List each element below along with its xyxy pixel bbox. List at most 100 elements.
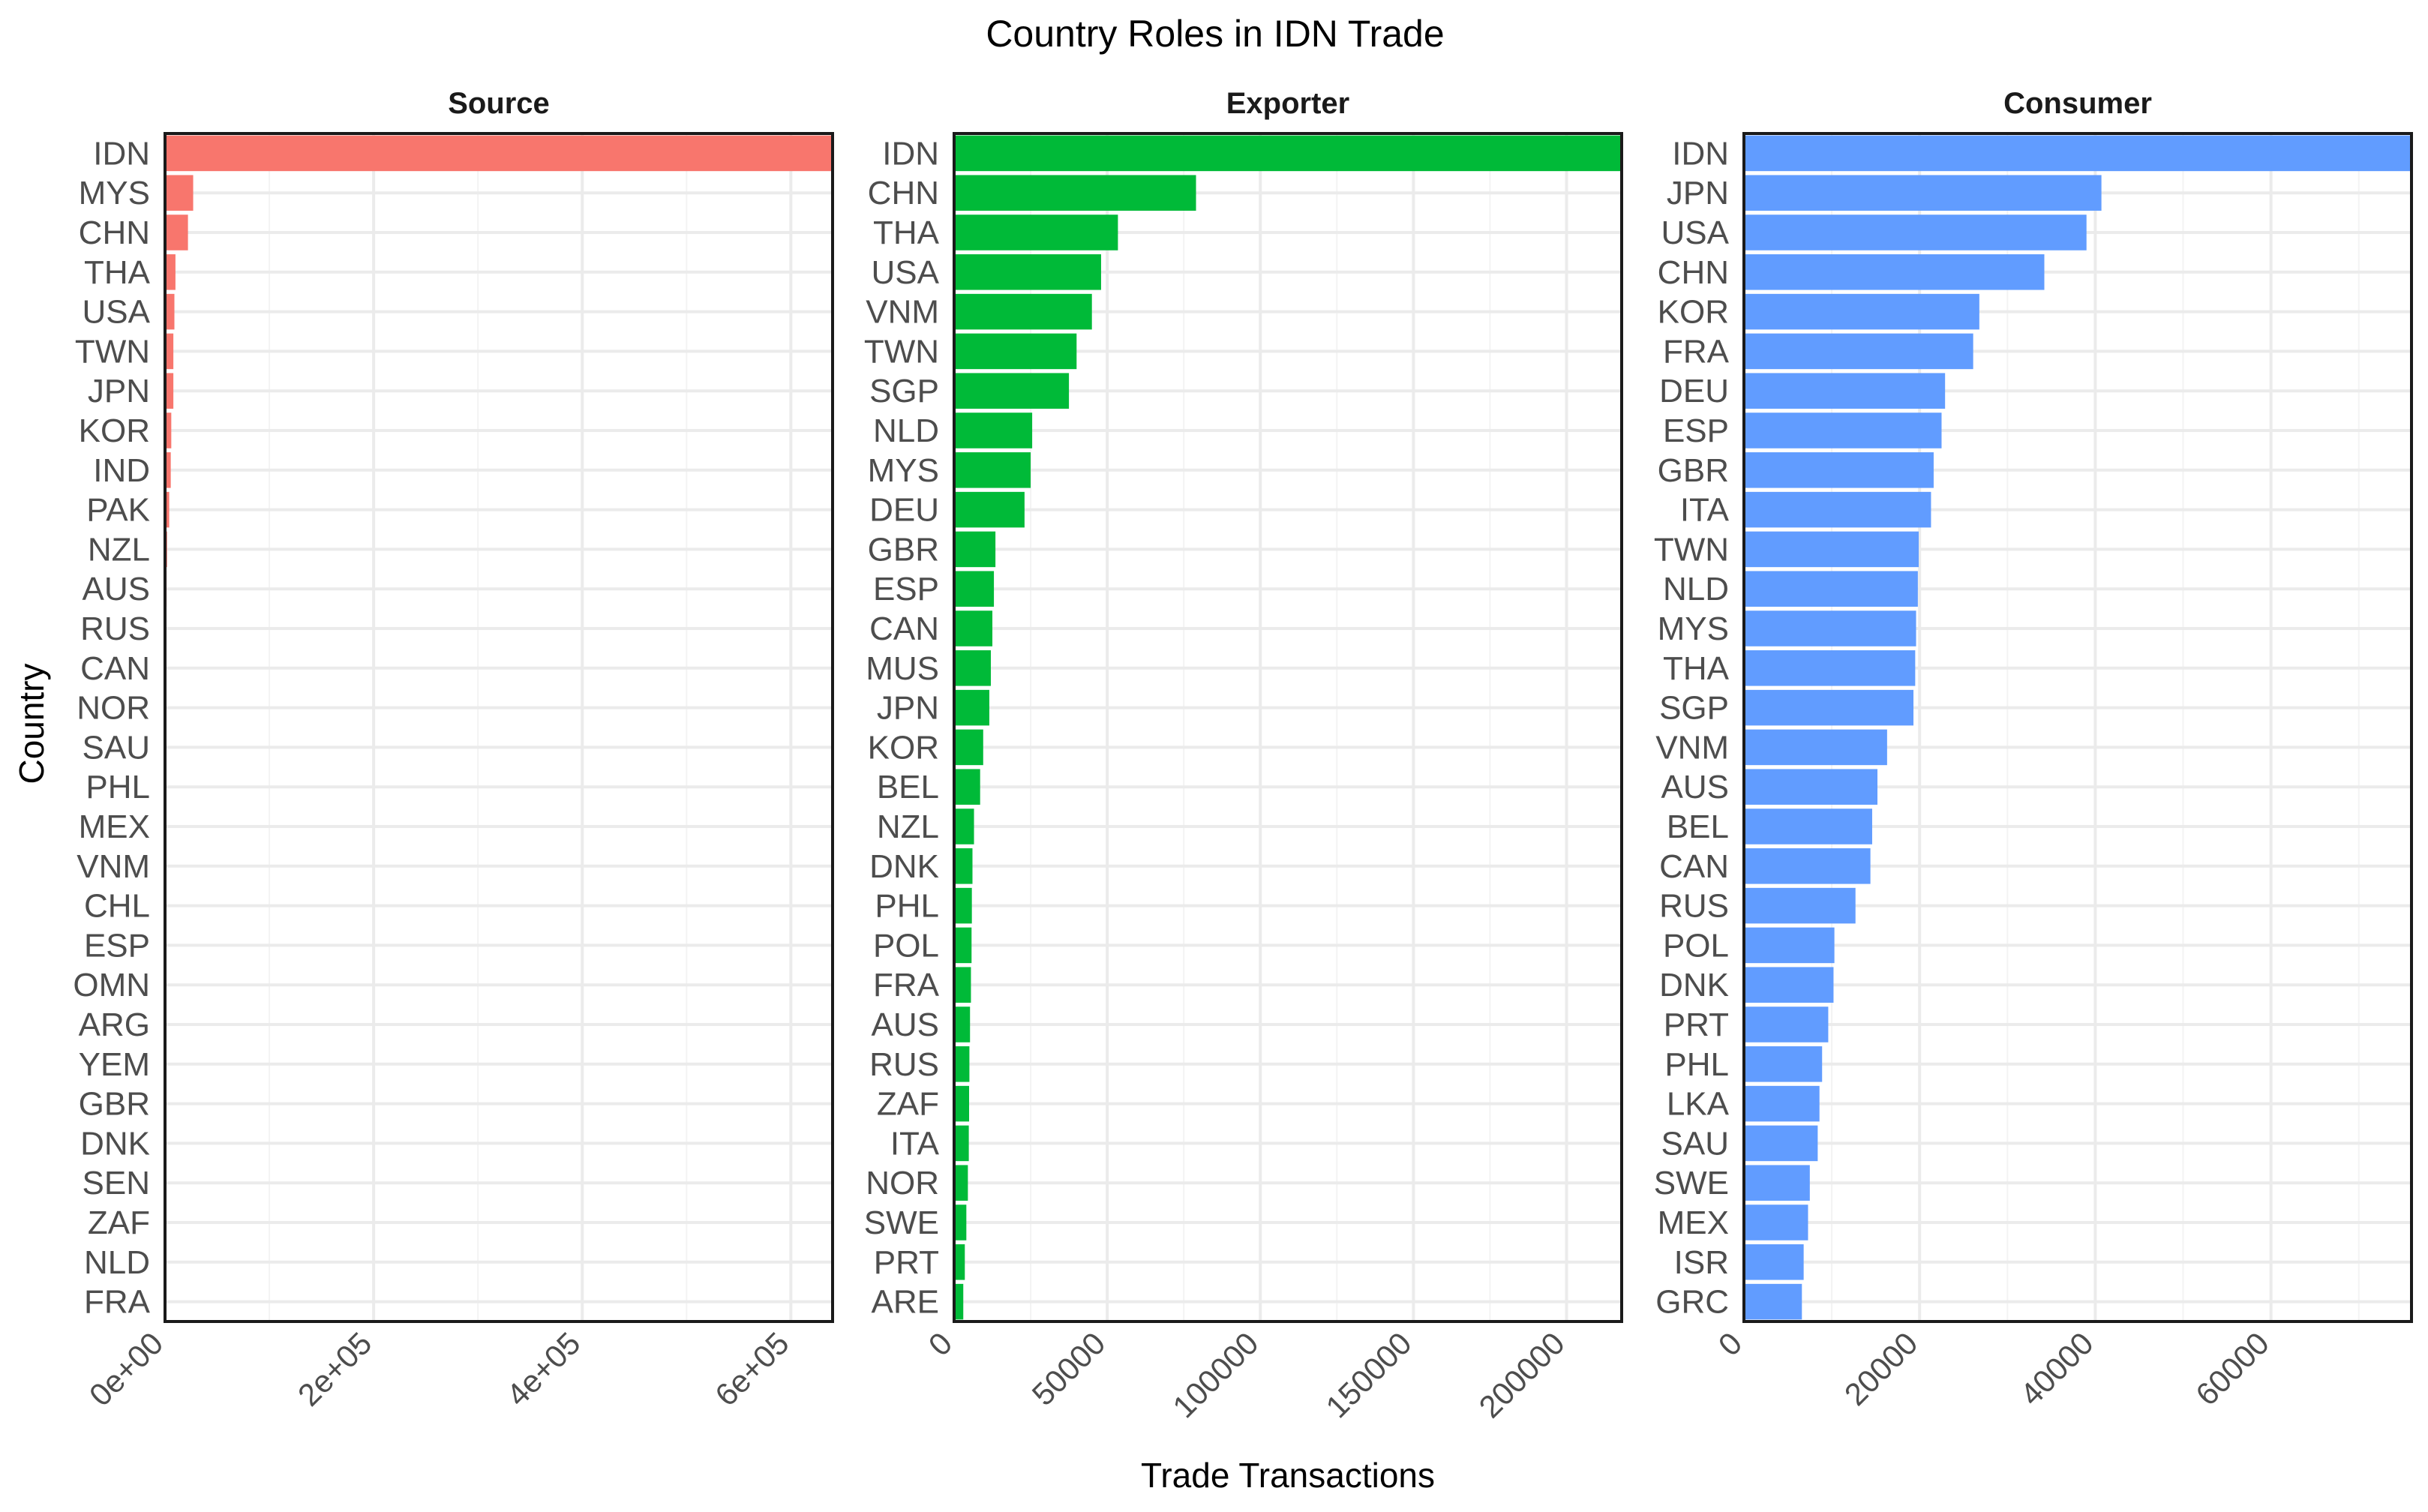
bar-exporter-twn	[954, 333, 1077, 370]
y-tick-label: ARG	[79, 1006, 150, 1043]
bar-consumer-isr	[1744, 1244, 1804, 1280]
facet-consumer: Consumer IDNJPNUSACHNKORFRADEUESPGBRITATW…	[1654, 87, 2413, 1412]
bar-consumer-kor	[1744, 293, 1979, 330]
x-tick-label: 6e+05	[708, 1325, 796, 1413]
bar-exporter-nld	[954, 412, 1033, 448]
bar-source-mys	[165, 175, 194, 211]
bar-consumer-idn	[1744, 135, 2411, 172]
y-tick-label: TWN	[864, 333, 939, 370]
bar-consumer-mex	[1744, 1204, 1808, 1240]
y-tick-label: FRA	[873, 967, 940, 1004]
bar-exporter-aus	[954, 1006, 971, 1042]
panel-border	[164, 132, 834, 1323]
y-tick-label: SWE	[1654, 1165, 1729, 1202]
bar-exporter-are	[954, 1283, 964, 1320]
bar-exporter-prt	[954, 1244, 965, 1280]
y-tick-label: NOR	[77, 690, 150, 727]
y-tick-label: DEU	[1659, 373, 1729, 410]
y-tick-label: ARE	[872, 1284, 939, 1321]
y-tick-label: PHL	[1664, 1046, 1729, 1083]
y-tick-label: DNK	[869, 848, 939, 885]
y-tick-label: JPN	[88, 373, 150, 410]
y-tick-label: POL	[873, 927, 939, 964]
y-tick-label: ZAF	[88, 1204, 150, 1241]
bar-consumer-tha	[1744, 650, 1916, 686]
y-tick-label: YEM	[79, 1046, 150, 1083]
y-tick-label: NZL	[877, 808, 939, 845]
y-tick-label: SGP	[1659, 690, 1729, 727]
bar-consumer-chn	[1744, 254, 2045, 290]
y-tick-label: THA	[84, 254, 151, 291]
bar-exporter-ita	[954, 1125, 969, 1162]
y-tick-label: OMN	[73, 967, 150, 1004]
y-tick-label: POL	[1663, 927, 1729, 964]
bar-exporter-chn	[954, 175, 1196, 211]
bar-exporter-jpn	[954, 689, 989, 726]
bar-consumer-esp	[1744, 412, 1942, 448]
y-tick-label: ITA	[1680, 492, 1730, 529]
bar-exporter-nor	[954, 1165, 968, 1201]
y-tick-label: BEL	[1667, 808, 1729, 845]
bar-consumer-fra	[1744, 333, 1973, 370]
y-tick-label: PRT	[1664, 1006, 1729, 1043]
y-tick-label: TWN	[1654, 531, 1729, 568]
bar-consumer-rus	[1744, 887, 1856, 924]
y-tick-label: SEN	[83, 1165, 150, 1202]
y-tick-label: ESP	[84, 927, 150, 964]
bar-consumer-can	[1744, 848, 1871, 884]
bar-exporter-pol	[954, 927, 972, 964]
facet-source: SourceIDNMYSCHNTHAUSATWNJPNKORINDPAKNZLA…	[73, 87, 834, 1413]
bar-exporter-zaf	[954, 1085, 970, 1122]
y-tick-label: GBR	[868, 531, 939, 568]
y-tick-label: VNM	[1655, 729, 1729, 766]
y-tick-label: VNM	[77, 848, 150, 885]
y-tick-label: MYS	[1658, 610, 1729, 647]
bar-exporter-sgp	[954, 373, 1070, 409]
y-tick-label: CHN	[79, 214, 150, 251]
x-tick-label: 200000	[1472, 1325, 1571, 1424]
y-tick-label: USA	[872, 254, 940, 291]
y-tick-label: MEX	[1658, 1204, 1729, 1241]
bar-exporter-mys	[954, 452, 1031, 488]
y-tick-label: NZL	[88, 531, 150, 568]
y-tick-label: RUS	[869, 1046, 939, 1083]
y-tick-label: THA	[1663, 650, 1730, 687]
x-tick-label: 50000	[1025, 1325, 1112, 1412]
bar-consumer-sgp	[1744, 689, 1914, 726]
x-tick-label: 0	[922, 1325, 959, 1363]
bar-exporter-vnm	[954, 293, 1092, 330]
bar-exporter-deu	[954, 491, 1025, 528]
y-tick-label: MEX	[79, 808, 150, 845]
y-tick-label: DEU	[869, 492, 939, 529]
x-tick-label: 4e+05	[500, 1325, 587, 1413]
bar-consumer-vnm	[1744, 729, 1887, 766]
y-tick-label: THA	[873, 214, 940, 251]
bar-exporter-fra	[954, 967, 971, 1003]
y-tick-label: DNK	[1659, 967, 1729, 1004]
bar-source-jpn	[165, 373, 174, 409]
y-tick-label: MYS	[79, 175, 150, 212]
bar-consumer-phl	[1744, 1046, 1823, 1082]
y-tick-label: AUS	[1661, 769, 1729, 806]
y-tick-label: SGP	[869, 373, 939, 410]
y-tick-label: AUS	[872, 1006, 939, 1043]
y-tick-label: IND	[93, 452, 150, 489]
y-tick-label: NLD	[84, 1244, 150, 1281]
x-axis-title: Trade Transactions	[1141, 1456, 1435, 1495]
y-tick-label: NLD	[1663, 571, 1729, 608]
x-tick-label: 150000	[1319, 1325, 1418, 1424]
bar-source-ind	[165, 452, 171, 488]
y-tick-label: FRA	[84, 1284, 151, 1321]
y-tick-label: RUS	[80, 610, 150, 647]
bar-consumer-swe	[1744, 1165, 1810, 1201]
bar-consumer-lka	[1744, 1085, 1820, 1122]
y-tick-label: MYS	[868, 452, 939, 489]
x-tick-label: 40000	[2013, 1325, 2100, 1412]
bar-consumer-pol	[1744, 927, 1835, 964]
bar-consumer-prt	[1744, 1006, 1829, 1042]
x-tick-label: 60000	[2189, 1325, 2276, 1412]
bar-source-twn	[165, 333, 174, 370]
y-tick-label: IDN	[1672, 135, 1729, 172]
y-tick-label: ZAF	[877, 1086, 939, 1123]
x-tick-label: 2e+05	[291, 1325, 379, 1413]
